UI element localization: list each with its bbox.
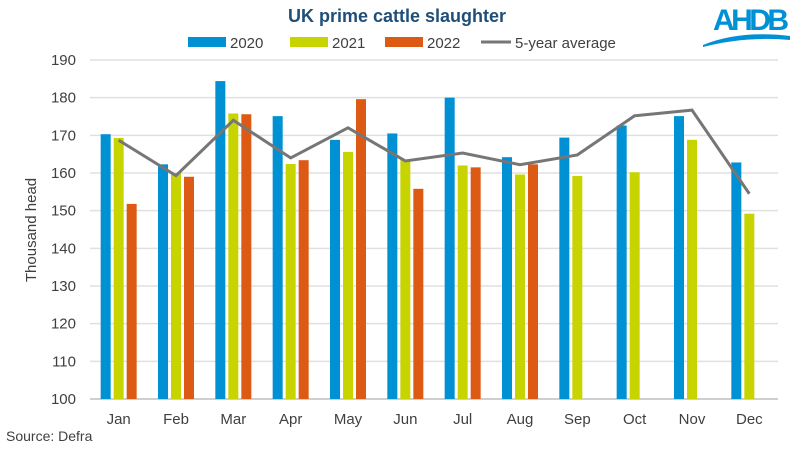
legend-label: 2022 bbox=[427, 35, 460, 52]
x-tick-label: Jan bbox=[107, 411, 131, 428]
legend-swatch bbox=[188, 37, 226, 47]
y-tick-label: 130 bbox=[51, 278, 76, 295]
x-tick-label: Jul bbox=[453, 411, 472, 428]
bar-2021-Jan bbox=[113, 137, 124, 399]
y-axis-label: Thousand head bbox=[23, 178, 40, 282]
y-tick-label: 150 bbox=[51, 203, 76, 220]
bar-2020-Feb bbox=[158, 164, 168, 399]
bar-2021-May bbox=[343, 151, 353, 399]
ahdb-logo: AHDB bbox=[703, 4, 790, 47]
x-tick-label: Aug bbox=[507, 411, 534, 428]
x-tick-label: Oct bbox=[623, 411, 647, 428]
y-tick-label: 100 bbox=[51, 391, 76, 408]
y-tick-label: 190 bbox=[51, 52, 76, 69]
y-tick-label: 140 bbox=[51, 240, 76, 257]
bar-2022-May bbox=[356, 99, 366, 399]
legend-label: 2021 bbox=[332, 35, 365, 52]
bar-2021-Dec bbox=[744, 213, 755, 399]
bar-2020-Sep bbox=[559, 137, 570, 400]
bar-2021-Feb bbox=[171, 173, 181, 399]
bar-2022-Jul bbox=[470, 167, 481, 399]
legend-swatch bbox=[290, 37, 328, 47]
bar-2020-Jul bbox=[444, 97, 455, 400]
bar-2020-Aug bbox=[502, 157, 512, 399]
bar-2020-May bbox=[330, 139, 340, 399]
y-tick-label: 180 bbox=[51, 90, 76, 107]
y-tick-label: 120 bbox=[51, 316, 76, 333]
y-tick-label: 160 bbox=[51, 165, 76, 182]
bar-2021-Aug bbox=[515, 174, 525, 399]
x-tick-label: Jun bbox=[393, 411, 417, 428]
legend-swatch bbox=[385, 37, 423, 47]
x-tick-label: Nov bbox=[679, 411, 706, 428]
bar-2020-Dec bbox=[731, 162, 742, 399]
x-tick-label: Feb bbox=[163, 411, 189, 428]
bar-2021-Sep bbox=[572, 176, 583, 399]
x-tick-label: Dec bbox=[736, 411, 763, 428]
line-5-year-average bbox=[117, 108, 751, 195]
bar-2021-Jun bbox=[400, 159, 411, 399]
legend-label: 2020 bbox=[230, 35, 263, 52]
bar-2022-Feb bbox=[184, 176, 194, 399]
bar-2021-Apr bbox=[285, 163, 296, 399]
bar-2021-Jul bbox=[457, 165, 468, 399]
x-tick-label: May bbox=[334, 411, 363, 428]
y-tick-label: 110 bbox=[52, 353, 76, 370]
x-tick-label: Apr bbox=[279, 411, 302, 428]
bar-2022-Jan bbox=[126, 203, 137, 399]
bar-2021-Nov bbox=[687, 139, 697, 399]
chart-title: UK prime cattle slaughter bbox=[288, 6, 506, 26]
bar-2020-Jan bbox=[100, 134, 111, 399]
y-tick-label: 170 bbox=[51, 127, 76, 144]
bar-2022-Mar bbox=[241, 114, 252, 400]
source-note: Source: Defra bbox=[6, 428, 93, 444]
bar-2020-Apr bbox=[272, 116, 283, 399]
legend-label: 5-year average bbox=[515, 35, 616, 52]
bar-2022-Jun bbox=[413, 188, 424, 399]
x-tick-label: Sep bbox=[564, 411, 591, 428]
x-tick-label: Mar bbox=[220, 411, 246, 428]
bar-2020-Mar bbox=[215, 81, 226, 400]
bar-2021-Oct bbox=[629, 172, 640, 399]
bar-2020-Oct bbox=[616, 125, 627, 399]
bar-2022-Apr bbox=[298, 160, 309, 399]
bar-2020-Nov bbox=[674, 116, 684, 399]
bar-2021-Mar bbox=[228, 113, 239, 399]
bar-2020-Jun bbox=[387, 133, 398, 399]
svg-text:AHDB: AHDB bbox=[713, 4, 789, 37]
bar-2022-Aug bbox=[528, 164, 538, 399]
